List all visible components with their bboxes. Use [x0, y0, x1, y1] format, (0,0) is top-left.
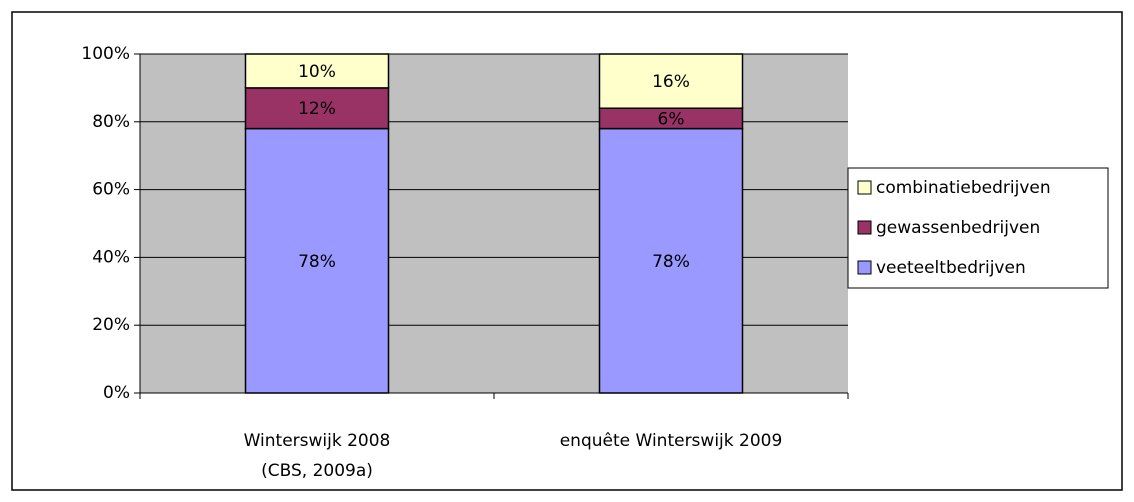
- legend-label: gewassenbedrijven: [876, 218, 1040, 238]
- y-tick-label: 0%: [103, 383, 130, 403]
- bar-segment: [598, 53, 744, 109]
- legend-swatch: [857, 260, 872, 275]
- value-label: 12%: [298, 99, 336, 119]
- value-label: 16%: [652, 72, 690, 92]
- bar-segment: [598, 127, 744, 394]
- value-label: 78%: [652, 252, 690, 272]
- bar-segment: [244, 127, 390, 394]
- y-tick-label: 60%: [92, 180, 130, 200]
- x-tick-label: enquête Winterswijk 2009: [560, 431, 783, 451]
- legend-swatch: [857, 180, 872, 195]
- bar-segment: [244, 53, 390, 89]
- y-tick-label: 100%: [81, 44, 130, 64]
- value-label: 6%: [658, 109, 685, 129]
- y-tick-label: 20%: [92, 315, 130, 335]
- value-label: 78%: [298, 252, 336, 272]
- legend-box: [847, 167, 1109, 289]
- legend-swatch: [857, 220, 872, 235]
- value-label: 10%: [298, 62, 336, 82]
- legend-label: veeteeltbedrijven: [876, 258, 1026, 278]
- legend-label: combinatiebedrijven: [876, 178, 1051, 198]
- x-tick-label: Winterswijk 2008 (CBS, 2009a): [244, 431, 391, 481]
- y-tick-label: 40%: [92, 247, 130, 267]
- y-tick-label: 80%: [92, 112, 130, 132]
- bar-segment: [244, 87, 390, 130]
